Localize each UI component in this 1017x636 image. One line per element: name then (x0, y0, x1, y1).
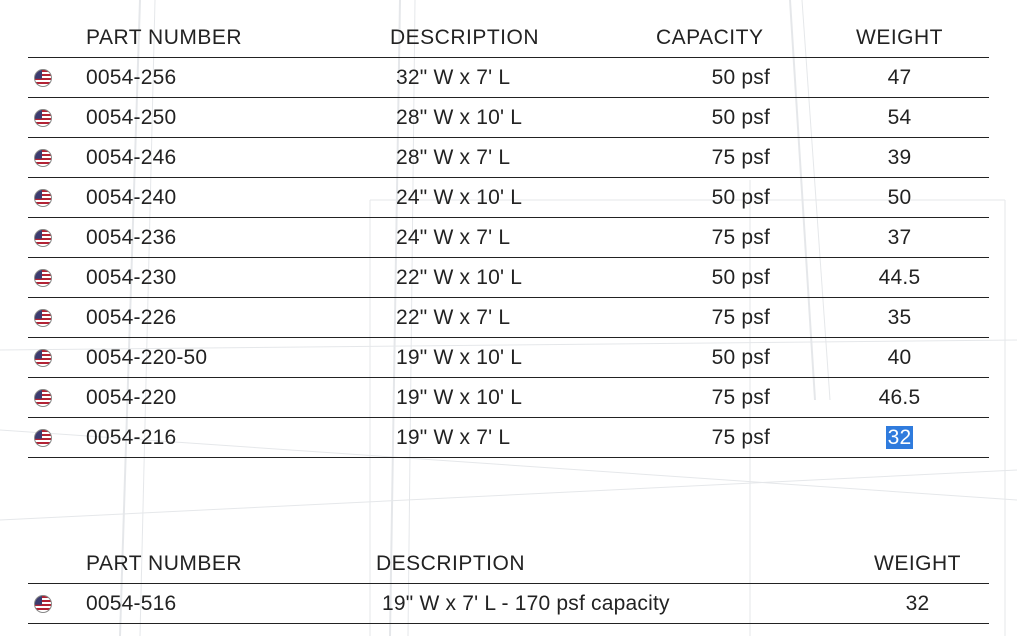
part-number: 0054-226 (80, 298, 390, 338)
weight: 37 (810, 218, 989, 258)
table2-header-desc: DESCRIPTION (376, 544, 846, 584)
capacity: 75 psf (650, 218, 810, 258)
capacity: 50 psf (650, 98, 810, 138)
capacity: 75 psf (650, 378, 810, 418)
us-flag-icon (34, 229, 52, 247)
weight: 32 (810, 418, 989, 458)
us-flag-icon (34, 189, 52, 207)
capacity: 50 psf (650, 338, 810, 378)
table-row: 0054-220-5019" W x 10' L50 psf40 (28, 338, 989, 378)
flag-cell (28, 338, 80, 378)
weight: 35 (810, 298, 989, 338)
flag-cell (28, 58, 80, 98)
table2-header-part: PART NUMBER (80, 544, 376, 584)
description: 19" W x 10' L (390, 338, 650, 378)
weight: 50 (810, 178, 989, 218)
us-flag-icon (34, 69, 52, 87)
table-row: 0054-23022" W x 10' L50 psf44.5 (28, 258, 989, 298)
flag-cell (28, 298, 80, 338)
description: 22" W x 10' L (390, 258, 650, 298)
table-row: 0054-51619" W x 7' L - 170 psf capacity3… (28, 584, 989, 624)
parts-table-1: PART NUMBER DESCRIPTION CAPACITY WEIGHT … (28, 18, 989, 458)
table1-header-cap: CAPACITY (650, 18, 810, 58)
part-number: 0054-220 (80, 378, 390, 418)
flag-cell (28, 378, 80, 418)
us-flag-icon (34, 269, 52, 287)
capacity: 75 psf (650, 418, 810, 458)
description: 22" W x 7' L (390, 298, 650, 338)
part-number: 0054-250 (80, 98, 390, 138)
us-flag-icon (34, 309, 52, 327)
part-number: 0054-240 (80, 178, 390, 218)
flag-cell (28, 584, 80, 624)
part-number: 0054-236 (80, 218, 390, 258)
description: 19" W x 7' L (390, 418, 650, 458)
weight: 39 (810, 138, 989, 178)
parts-table-2: PART NUMBER DESCRIPTION WEIGHT 0054-5161… (28, 544, 989, 624)
table1-header-desc: DESCRIPTION (390, 18, 650, 58)
part-number: 0054-256 (80, 58, 390, 98)
weight: 47 (810, 58, 989, 98)
description: 28" W x 7' L (390, 138, 650, 178)
us-flag-icon (34, 595, 52, 613)
flag-cell (28, 178, 80, 218)
us-flag-icon (34, 149, 52, 167)
table1-header-row: PART NUMBER DESCRIPTION CAPACITY WEIGHT (28, 18, 989, 58)
us-flag-icon (34, 349, 52, 367)
table-row: 0054-25028" W x 10' L50 psf54 (28, 98, 989, 138)
capacity: 50 psf (650, 178, 810, 218)
table1-header-flag (28, 18, 80, 58)
part-number: 0054-246 (80, 138, 390, 178)
part-number: 0054-220-50 (80, 338, 390, 378)
table-row: 0054-23624" W x 7' L75 psf37 (28, 218, 989, 258)
table-row: 0054-24024" W x 10' L50 psf50 (28, 178, 989, 218)
weight: 32 (846, 584, 989, 624)
table1-header-wt: WEIGHT (810, 18, 989, 58)
part-number: 0054-230 (80, 258, 390, 298)
description: 28" W x 10' L (390, 98, 650, 138)
table-row: 0054-21619" W x 7' L75 psf 32 (28, 418, 989, 458)
description: 19" W x 7' L - 170 psf capacity (376, 584, 846, 624)
table-row: 0054-24628" W x 7' L75 psf39 (28, 138, 989, 178)
table-row: 0054-22019" W x 10' L75 psf46.5 (28, 378, 989, 418)
us-flag-icon (34, 429, 52, 447)
part-number: 0054-216 (80, 418, 390, 458)
weight: 54 (810, 98, 989, 138)
table-row: 0054-22622" W x 7' L75 psf35 (28, 298, 989, 338)
weight-highlight: 32 (886, 426, 914, 449)
weight: 44.5 (810, 258, 989, 298)
description: 32" W x 7' L (390, 58, 650, 98)
us-flag-icon (34, 389, 52, 407)
flag-cell (28, 418, 80, 458)
us-flag-icon (34, 109, 52, 127)
capacity: 50 psf (650, 258, 810, 298)
flag-cell (28, 138, 80, 178)
description: 24" W x 7' L (390, 218, 650, 258)
description: 24" W x 10' L (390, 178, 650, 218)
table2-header-wt: WEIGHT (846, 544, 989, 584)
weight: 40 (810, 338, 989, 378)
part-number: 0054-516 (80, 584, 376, 624)
table2-header-flag (28, 544, 80, 584)
table-row: 0054-25632" W x 7' L50 psf47 (28, 58, 989, 98)
description: 19" W x 10' L (390, 378, 650, 418)
weight: 46.5 (810, 378, 989, 418)
table2-header-row: PART NUMBER DESCRIPTION WEIGHT (28, 544, 989, 584)
flag-cell (28, 98, 80, 138)
flag-cell (28, 258, 80, 298)
capacity: 50 psf (650, 58, 810, 98)
flag-cell (28, 218, 80, 258)
capacity: 75 psf (650, 298, 810, 338)
capacity: 75 psf (650, 138, 810, 178)
table1-header-part: PART NUMBER (80, 18, 390, 58)
